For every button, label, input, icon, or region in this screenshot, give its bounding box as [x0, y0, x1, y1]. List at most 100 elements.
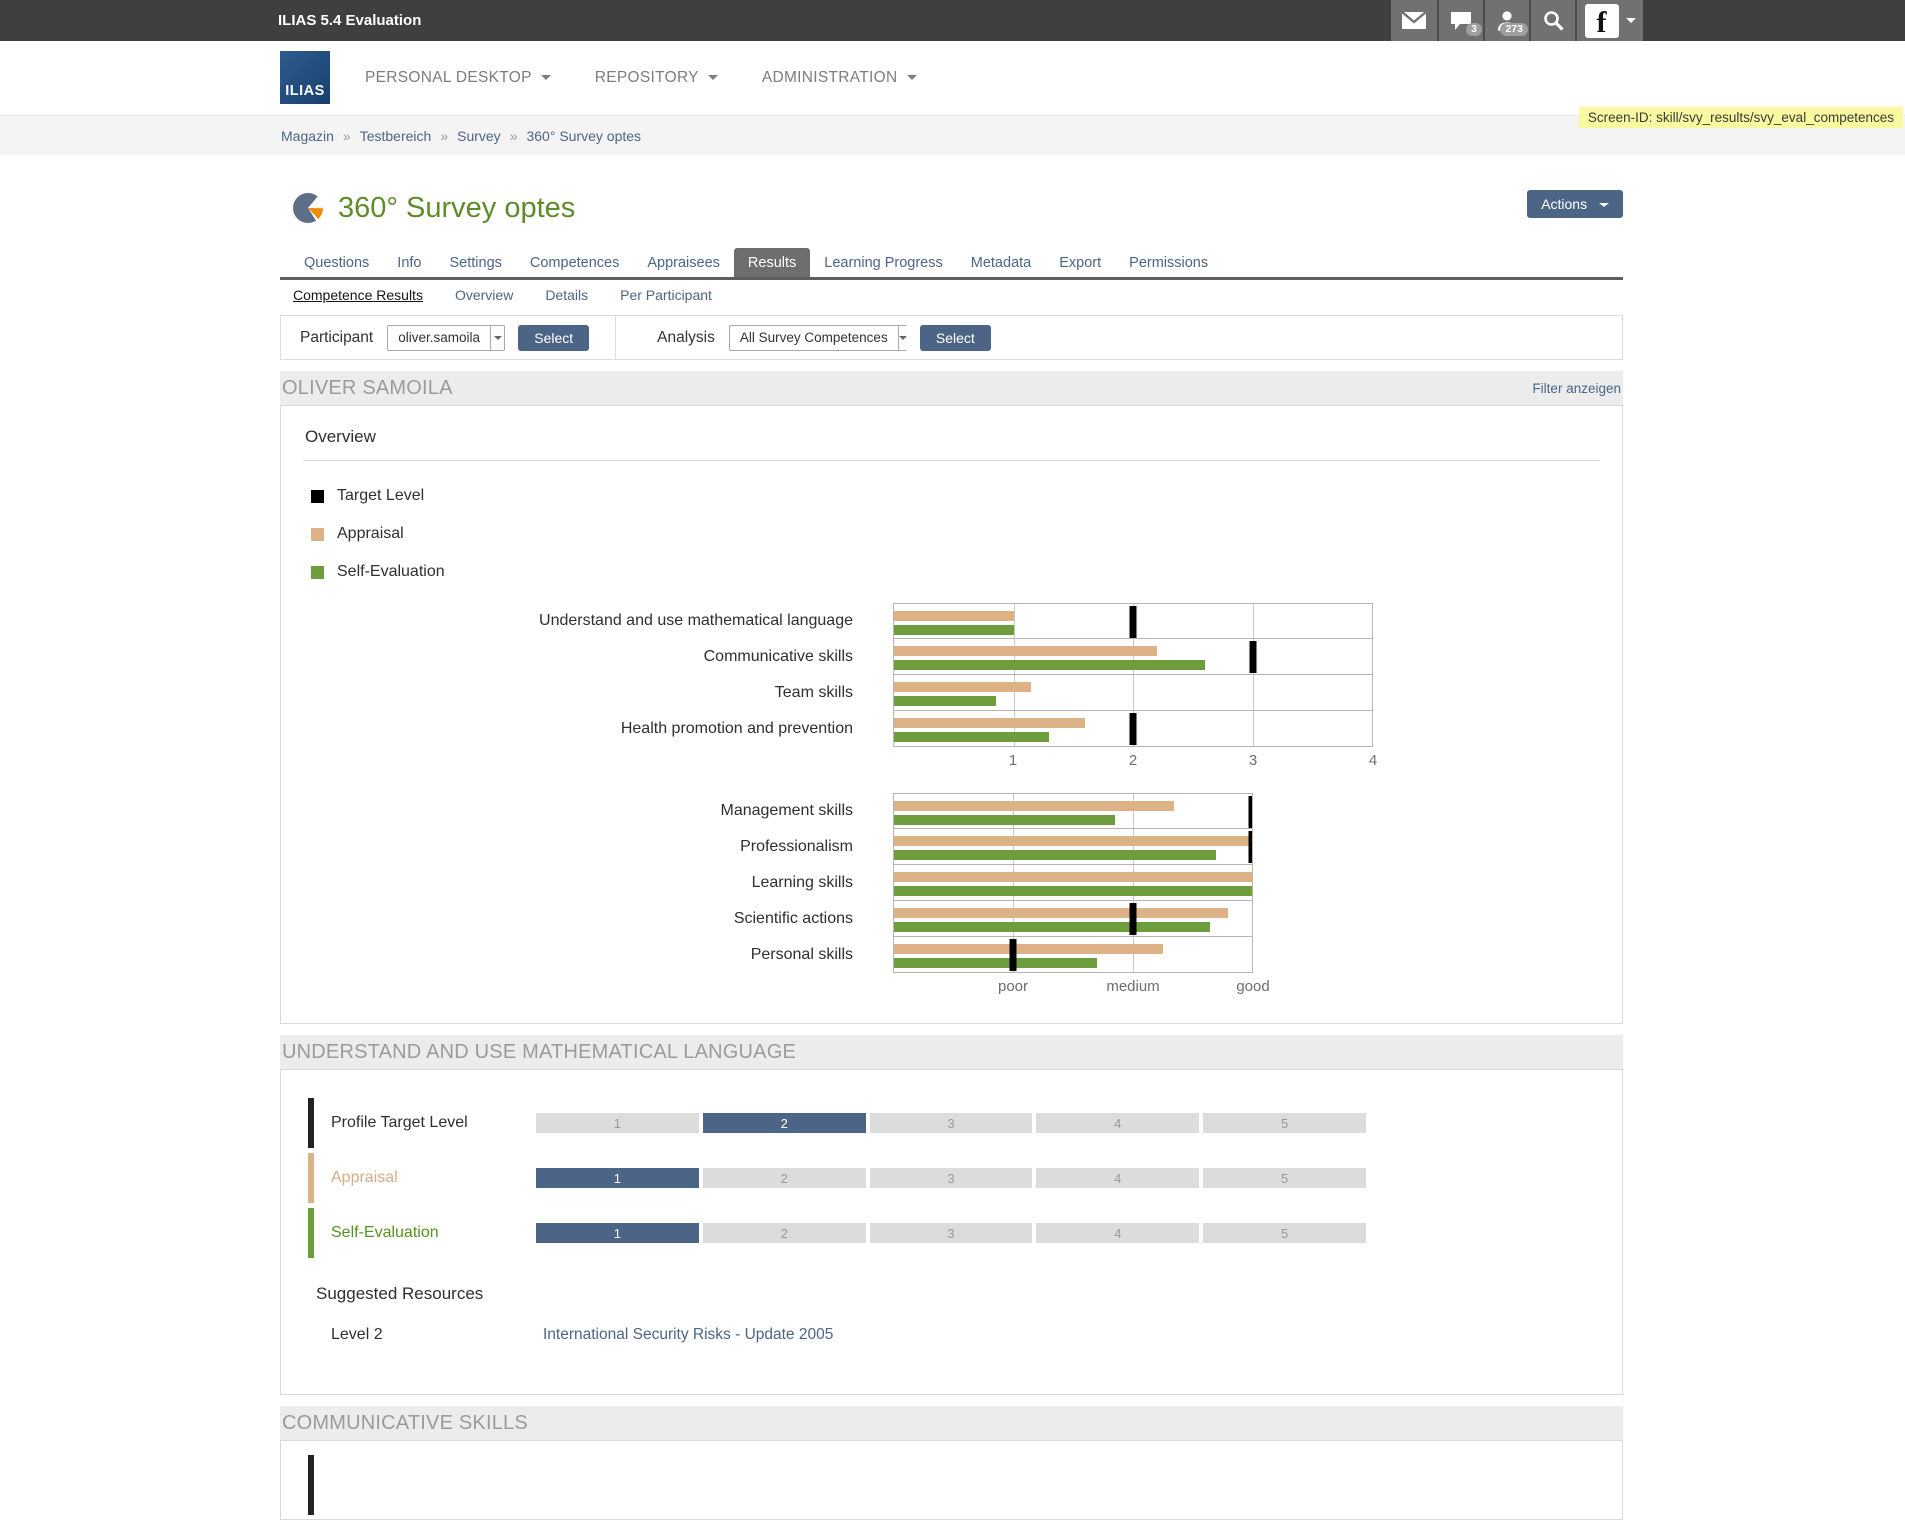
chart-category-label: Team skills — [774, 684, 853, 701]
rating-cell-5: 5 — [1203, 1223, 1366, 1243]
next-section-heading: COMMUNICATIVE SKILLS — [282, 1411, 528, 1434]
subtab-details[interactable]: Details — [545, 287, 589, 303]
select-chevron-icon — [897, 325, 907, 350]
appraisal-bar — [894, 908, 1229, 918]
chart-row: Learning skills — [303, 865, 1600, 901]
chart-row: Professionalism — [303, 829, 1600, 865]
chart-gridline — [1133, 639, 1134, 674]
axis-tick-label: 4 — [1368, 752, 1378, 769]
chart-plot — [893, 711, 1373, 747]
self-evaluation-bar — [894, 815, 1115, 825]
subtab-per-participant[interactable]: Per Participant — [620, 287, 712, 303]
self-evaluation-bar — [894, 886, 1252, 896]
filter-link[interactable]: Filter anzeigen — [1532, 380, 1621, 396]
rating-cell-2: 2 — [702, 1168, 866, 1188]
ilias-logo[interactable]: ILIAS — [280, 51, 330, 104]
subtab-competence-results[interactable]: Competence Results — [293, 287, 423, 303]
participant-value: oliver.samoila — [398, 329, 481, 345]
nav-item-administration[interactable]: ADMINISTRATION — [762, 69, 917, 87]
self-evaluation-bar — [894, 922, 1211, 932]
chart-row: Understand and use mathematical language — [303, 603, 1600, 639]
chart-gridline — [1132, 937, 1134, 972]
survey-pie-icon — [293, 193, 323, 223]
breadcrumb-item[interactable]: 360° Survey optes — [526, 127, 642, 144]
analysis-select[interactable]: All Survey Competences — [728, 324, 907, 351]
chart-plot — [893, 603, 1373, 639]
chart-gridline — [1013, 675, 1015, 710]
nav-item-personal-desktop[interactable]: PERSONAL DESKTOP — [365, 69, 551, 87]
resource-list: Level 2 International Security Risks - Up… — [308, 1326, 1622, 1344]
tab-export[interactable]: Export — [1059, 255, 1102, 271]
appraisal-bar — [894, 944, 1163, 954]
mail-button[interactable] — [1391, 0, 1437, 41]
participant-select[interactable]: oliver.samoila — [387, 324, 506, 351]
self-evaluation-bar — [894, 625, 1014, 635]
subtab-overview[interactable]: Overview — [454, 287, 514, 303]
chat-button[interactable]: 3 — [1437, 0, 1483, 41]
competence-detail-panel: Profile Target Level 1 2 3 4 5 Appraisal 1 2 3 4 5 S… — [280, 1069, 1623, 1395]
chart-plot — [893, 793, 1253, 829]
axis-tick-label: 3 — [1248, 752, 1258, 769]
tab-appraisees[interactable]: Appraisees — [647, 255, 720, 271]
rating-cell-2: 2 — [702, 1113, 866, 1133]
rating-cell-5: 5 — [1203, 1113, 1366, 1133]
breadcrumb-item[interactable]: Magazin — [281, 127, 334, 144]
resource-level-label: Level 2 — [331, 1326, 383, 1343]
app-title: ILIAS 5.4 Evaluation — [278, 12, 422, 29]
avatar: f — [1584, 3, 1619, 38]
chart-axis: 1 2 3 4 — [303, 747, 1600, 771]
rating-cell-1: 1 — [536, 1113, 699, 1133]
breadcrumb-separator: » — [342, 127, 351, 144]
target-level-marker — [1248, 796, 1252, 828]
axis-tick-label: 1 — [1008, 752, 1018, 769]
participant-select-button[interactable]: Select — [518, 324, 590, 351]
legend-item: Appraisal — [311, 525, 1600, 543]
chart-plot — [893, 675, 1373, 711]
self-evaluation-bar — [894, 958, 1097, 968]
legend-item: Self-Evaluation — [311, 563, 1600, 581]
analysis-value: All Survey Competences — [739, 329, 888, 345]
analysis-select-button[interactable]: Select — [919, 324, 991, 351]
tab-settings[interactable]: Settings — [449, 255, 502, 271]
resource-link[interactable]: International Security Risks - Update 20… — [543, 1326, 834, 1343]
search-button[interactable] — [1529, 0, 1575, 41]
chevron-down-icon — [906, 75, 917, 81]
tab-info[interactable]: Info — [397, 255, 422, 271]
legend-label: Appraisal — [337, 525, 404, 542]
axis-tick-label: 2 — [1128, 752, 1138, 769]
rating-row-color-bar — [308, 1153, 314, 1203]
tab-permissions[interactable]: Permissions — [1129, 255, 1209, 271]
chevron-down-icon — [1599, 203, 1609, 208]
chart-row: Health promotion and prevention — [303, 711, 1600, 747]
competence-section-band: UNDERSTAND AND USE MATHEMATICAL LANGUAGE — [280, 1035, 1623, 1069]
filter-toolbar: Participant oliver.samoila Select Analys… — [280, 315, 1623, 360]
actions-button[interactable]: Actions — [1527, 190, 1623, 218]
target-level-marker — [1249, 641, 1256, 673]
breadcrumb-item[interactable]: Testbereich — [359, 127, 432, 144]
select-chevron-icon — [490, 325, 505, 350]
chevron-down-icon — [1625, 18, 1636, 23]
axis-tick-label: poor — [997, 978, 1029, 995]
user-menu-button[interactable]: f — [1575, 0, 1643, 41]
members-button[interactable]: 273 — [1483, 0, 1529, 41]
tab-results[interactable]: Results — [733, 248, 811, 277]
overview-panel-title: Overview — [303, 418, 1600, 461]
chart-category-label: Management skills — [720, 802, 854, 819]
tab-questions[interactable]: Questions — [304, 255, 370, 271]
breadcrumb-item[interactable]: Survey — [457, 127, 501, 144]
rating-row-label: Self-Evaluation — [331, 1224, 439, 1241]
rating-row-label: Profile Target Level — [331, 1114, 468, 1131]
chart-gridline — [1132, 829, 1134, 864]
nav-item-repository[interactable]: REPOSITORY — [595, 69, 718, 87]
tab-metadata[interactable]: Metadata — [970, 255, 1032, 271]
chart-row: Personal skills — [303, 937, 1600, 973]
tab-learning-progress[interactable]: Learning Progress — [824, 255, 943, 271]
tab-competences[interactable]: Competences — [529, 255, 620, 271]
members-badge: 273 — [1500, 23, 1528, 36]
legend-label: Target Level — [337, 487, 425, 504]
rating-row: Self-Evaluation 1 2 3 4 5 — [308, 1208, 1622, 1258]
breadcrumb: Magazin » Testbereich » Survey » 360° Survey o… — [281, 128, 641, 144]
rating-row-label: Appraisal — [331, 1169, 398, 1186]
chart-gridline — [1252, 604, 1254, 638]
